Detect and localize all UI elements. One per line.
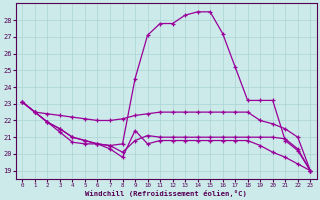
X-axis label: Windchill (Refroidissement éolien,°C): Windchill (Refroidissement éolien,°C): [85, 190, 247, 197]
